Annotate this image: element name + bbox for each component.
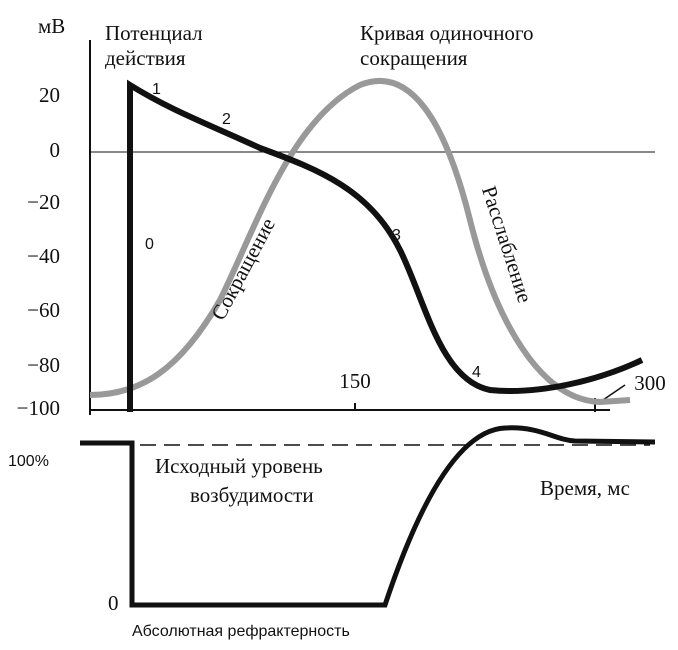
phase-label: 2 bbox=[222, 111, 231, 128]
label: Расслабление bbox=[477, 183, 537, 306]
label: Исходный уровень bbox=[155, 454, 323, 478]
label: Кривая одиночного bbox=[360, 21, 534, 45]
phase-label: 0 bbox=[145, 236, 154, 253]
label: Время, мс bbox=[540, 476, 630, 500]
action-potential-curve bbox=[127, 79, 644, 412]
label: Потенциал bbox=[105, 21, 203, 45]
label: сокращения bbox=[360, 46, 468, 70]
level-label: 0 bbox=[108, 591, 119, 615]
y-tick-label: −40 bbox=[27, 244, 60, 268]
phase-label: 3 bbox=[392, 227, 401, 244]
y-tick-label: −100 bbox=[17, 396, 60, 420]
y-tick-label: −60 bbox=[27, 298, 60, 322]
x-tick-label: 300 bbox=[634, 371, 666, 395]
phase-label: 4 bbox=[472, 364, 481, 381]
label: возбудимости bbox=[190, 483, 314, 507]
twitch-curve bbox=[89, 77, 631, 406]
phase-label: 1 bbox=[152, 81, 161, 98]
y-tick-label: 0 bbox=[50, 138, 61, 162]
y-tick-label: 20 bbox=[39, 83, 60, 107]
label: Сокращение bbox=[206, 214, 280, 324]
label: действия bbox=[105, 46, 186, 70]
y-tick-label: −80 bbox=[27, 353, 60, 377]
y-unit: мВ bbox=[38, 14, 65, 38]
level-label: 100% bbox=[8, 453, 49, 470]
excitability-curve bbox=[80, 425, 656, 608]
x-tick-label: 150 bbox=[339, 369, 371, 393]
label: Абсолютная рефрактерность bbox=[132, 623, 350, 640]
y-tick-label: −20 bbox=[27, 190, 60, 214]
